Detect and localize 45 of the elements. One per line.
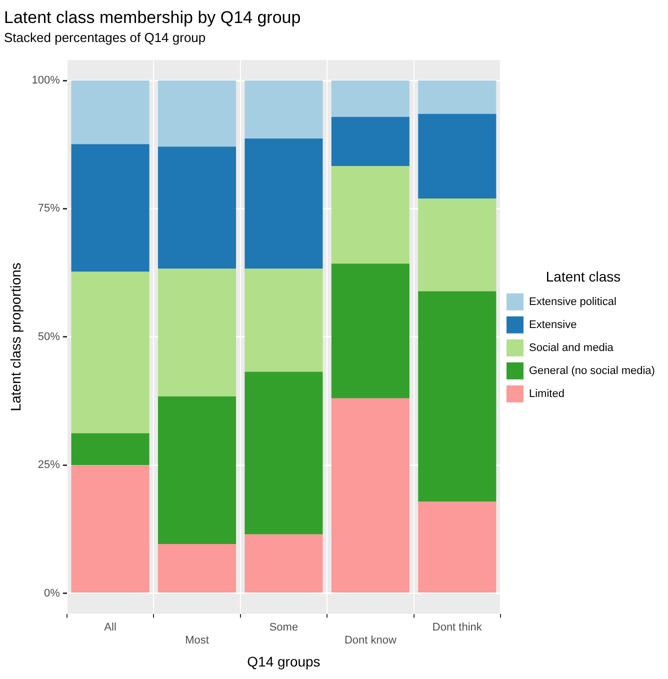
y-axis-title: Latent class proportions bbox=[7, 262, 24, 412]
bar bbox=[71, 465, 150, 593]
legend-label: Social and media bbox=[529, 342, 626, 354]
legend-label: Limited bbox=[529, 388, 577, 400]
chart-subtitle: Stacked percentages of Q14 group bbox=[4, 30, 206, 45]
x-tick-label: All bbox=[104, 621, 116, 634]
x-tick-label: Some bbox=[269, 621, 298, 634]
bar bbox=[71, 272, 150, 434]
x-axis-title: Q14 groups bbox=[247, 653, 320, 670]
bar bbox=[418, 114, 496, 198]
bar bbox=[331, 398, 410, 593]
bar bbox=[244, 80, 323, 138]
bar bbox=[158, 146, 236, 269]
bar bbox=[418, 502, 496, 593]
legend-label: Extensive political bbox=[529, 296, 629, 308]
y-tick-label: 100% bbox=[32, 74, 60, 87]
x-tick-label: Most bbox=[185, 634, 209, 647]
bar bbox=[244, 138, 323, 269]
bar bbox=[331, 166, 410, 264]
chart-title: Latent class membership by Q14 group bbox=[4, 8, 301, 27]
bar bbox=[71, 144, 150, 272]
x-tick-label: Dont know bbox=[344, 634, 396, 647]
bar bbox=[418, 80, 496, 114]
bar bbox=[71, 80, 150, 144]
x-tick-label: Dont think bbox=[432, 621, 482, 634]
bar bbox=[418, 198, 496, 292]
bar bbox=[244, 268, 323, 372]
bar bbox=[331, 116, 410, 166]
y-tick-label: 25% bbox=[38, 459, 60, 472]
legend-title: Latent class bbox=[546, 268, 621, 284]
bar bbox=[158, 80, 236, 147]
bar bbox=[244, 372, 323, 534]
bar bbox=[244, 534, 323, 593]
y-tick-label: 0% bbox=[44, 587, 60, 600]
legend-label: General (no social media) bbox=[529, 364, 668, 377]
bar bbox=[158, 268, 236, 396]
bar bbox=[158, 396, 236, 544]
legend-label: Extensive bbox=[529, 318, 589, 331]
bar bbox=[158, 544, 236, 593]
bar bbox=[331, 80, 410, 117]
y-tick-label: 75% bbox=[38, 202, 60, 215]
bar bbox=[71, 433, 150, 466]
bar bbox=[331, 264, 410, 398]
bar bbox=[418, 291, 496, 502]
y-tick-label: 50% bbox=[38, 330, 60, 343]
